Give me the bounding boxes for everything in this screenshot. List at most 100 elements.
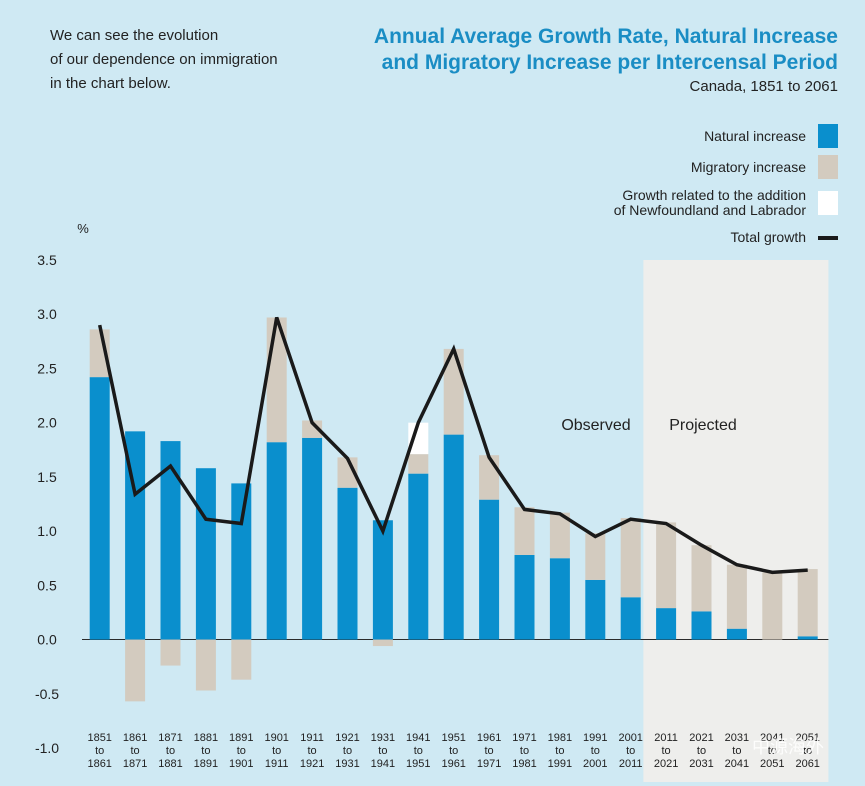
x-tick-label: 2001 — [618, 732, 642, 744]
bar-migratory — [337, 457, 358, 488]
x-tick-label: 1861 — [123, 732, 147, 744]
bar-natural — [266, 442, 287, 640]
x-tick-label: 2011 — [619, 758, 643, 770]
legend-label: Migratory increase — [690, 158, 806, 175]
x-tick-label: 1961 — [477, 732, 501, 744]
bar-migratory — [797, 569, 818, 637]
bar-migratory — [372, 639, 393, 647]
y-tick-label: 0.0 — [37, 632, 57, 648]
bar-natural — [125, 431, 146, 640]
bar-natural — [797, 636, 818, 640]
x-tick-label: 1921 — [335, 732, 359, 744]
x-tick-label: to — [626, 745, 635, 757]
x-tick-label: 2021 — [689, 732, 713, 744]
x-tick-label: 1951 — [441, 732, 465, 744]
x-tick-label: 1941 — [371, 758, 395, 770]
x-tick-label: 1951 — [406, 758, 430, 770]
x-tick-label: 1881 — [194, 732, 218, 744]
bar-natural — [620, 597, 641, 640]
intro-text: We can see the evolution of our dependen… — [50, 24, 350, 96]
x-tick-label: 1881 — [158, 758, 182, 770]
x-tick-label: to — [803, 745, 812, 757]
chart-title-line: and Migratory Increase per Intercensal P… — [381, 51, 838, 74]
bar-migratory — [266, 317, 287, 443]
x-tick-label: 2021 — [654, 758, 678, 770]
x-tick-label: 1851 — [87, 732, 111, 744]
bar-natural — [231, 483, 252, 640]
x-tick-label: to — [201, 745, 210, 757]
chart-title: Annual Average Growth Rate, Natural Incr… — [318, 24, 838, 76]
x-tick-label: 1911 — [300, 732, 324, 744]
legend-label: Natural increase — [704, 127, 806, 144]
legend-item-natural: Natural increase — [704, 124, 838, 148]
bar-migratory — [125, 639, 146, 702]
intro-line: of our dependence on immigration — [50, 51, 278, 68]
x-tick-label: 1871 — [123, 758, 147, 770]
y-tick-label: 0.5 — [37, 577, 57, 593]
x-tick-label: 1901 — [229, 758, 253, 770]
y-tick-label: -0.5 — [35, 686, 59, 702]
series-line-total — [97, 316, 808, 575]
y-tick-label: -1.0 — [35, 740, 59, 756]
x-tick-label: 1931 — [371, 732, 395, 744]
bar-natural — [585, 579, 606, 640]
bar-migratory — [691, 545, 712, 612]
x-tick-label: to — [414, 745, 423, 757]
y-tick-label: 1.0 — [37, 523, 57, 539]
chart-title-line: Annual Average Growth Rate, Natural Incr… — [373, 25, 838, 48]
x-tick-label: to — [591, 745, 600, 757]
region-label-projected: Projected — [669, 417, 737, 434]
region-label-observed: Observed — [561, 417, 630, 434]
bar-migratory — [195, 639, 216, 691]
bar-natural — [479, 499, 500, 640]
x-tick-label: 2051 — [795, 732, 819, 744]
bar-migratory — [762, 572, 783, 640]
bar-natural — [372, 520, 393, 640]
x-tick-label: 1991 — [548, 758, 572, 770]
bar-migratory — [443, 348, 464, 435]
x-tick-label: 1961 — [441, 758, 465, 770]
x-tick-label: to — [520, 745, 529, 757]
projected-region — [643, 260, 829, 782]
legend-label: Total growth — [730, 229, 806, 245]
y-tick-label: 3.0 — [37, 306, 57, 322]
x-tick-label: 2031 — [689, 758, 713, 770]
x-tick-label: 1901 — [264, 732, 288, 744]
x-tick-label: 2041 — [725, 758, 749, 770]
bar-natural — [514, 554, 535, 640]
chart-subtitle: Canada, 1851 to 2061 — [689, 78, 838, 95]
x-tick-label: to — [485, 745, 494, 757]
x-tick-label: to — [449, 745, 458, 757]
x-tick-label: 1861 — [87, 758, 111, 770]
legend-swatch-migratory — [818, 155, 838, 179]
bar-natural — [691, 611, 712, 640]
legend-label: Growth related to the addition of Newfou… — [613, 187, 806, 218]
legend-swatch-addition — [818, 191, 838, 215]
x-tick-label: to — [166, 745, 175, 757]
legend-item-addition: Growth related to the addition of Newfou… — [614, 188, 838, 218]
x-tick-label: to — [272, 745, 281, 757]
x-tick-label: 1891 — [194, 758, 218, 770]
bar-migratory — [656, 522, 677, 609]
x-tick-label: 1921 — [300, 758, 324, 770]
bar-migratory — [408, 454, 429, 474]
bar-migratory — [89, 329, 110, 378]
bar-migratory — [620, 518, 641, 598]
watermark: 中源海外 — [752, 737, 824, 757]
bar-addition — [408, 422, 429, 455]
x-tick-label: to — [308, 745, 317, 757]
legend-item-migratory: Migratory increase — [691, 155, 838, 179]
x-tick-label: 1971 — [512, 732, 536, 744]
bar-natural — [726, 628, 747, 640]
x-tick-label: 1991 — [583, 732, 607, 744]
bar-migratory — [726, 564, 747, 629]
y-tick-label: 3.5 — [37, 252, 57, 268]
intro-line: We can see the evolution — [50, 27, 219, 44]
x-tick-label: 2001 — [583, 758, 607, 770]
legend-swatch-natural — [818, 124, 838, 148]
x-tick-label: 1911 — [265, 758, 289, 770]
bar-natural — [549, 558, 570, 640]
bar-natural — [443, 434, 464, 640]
